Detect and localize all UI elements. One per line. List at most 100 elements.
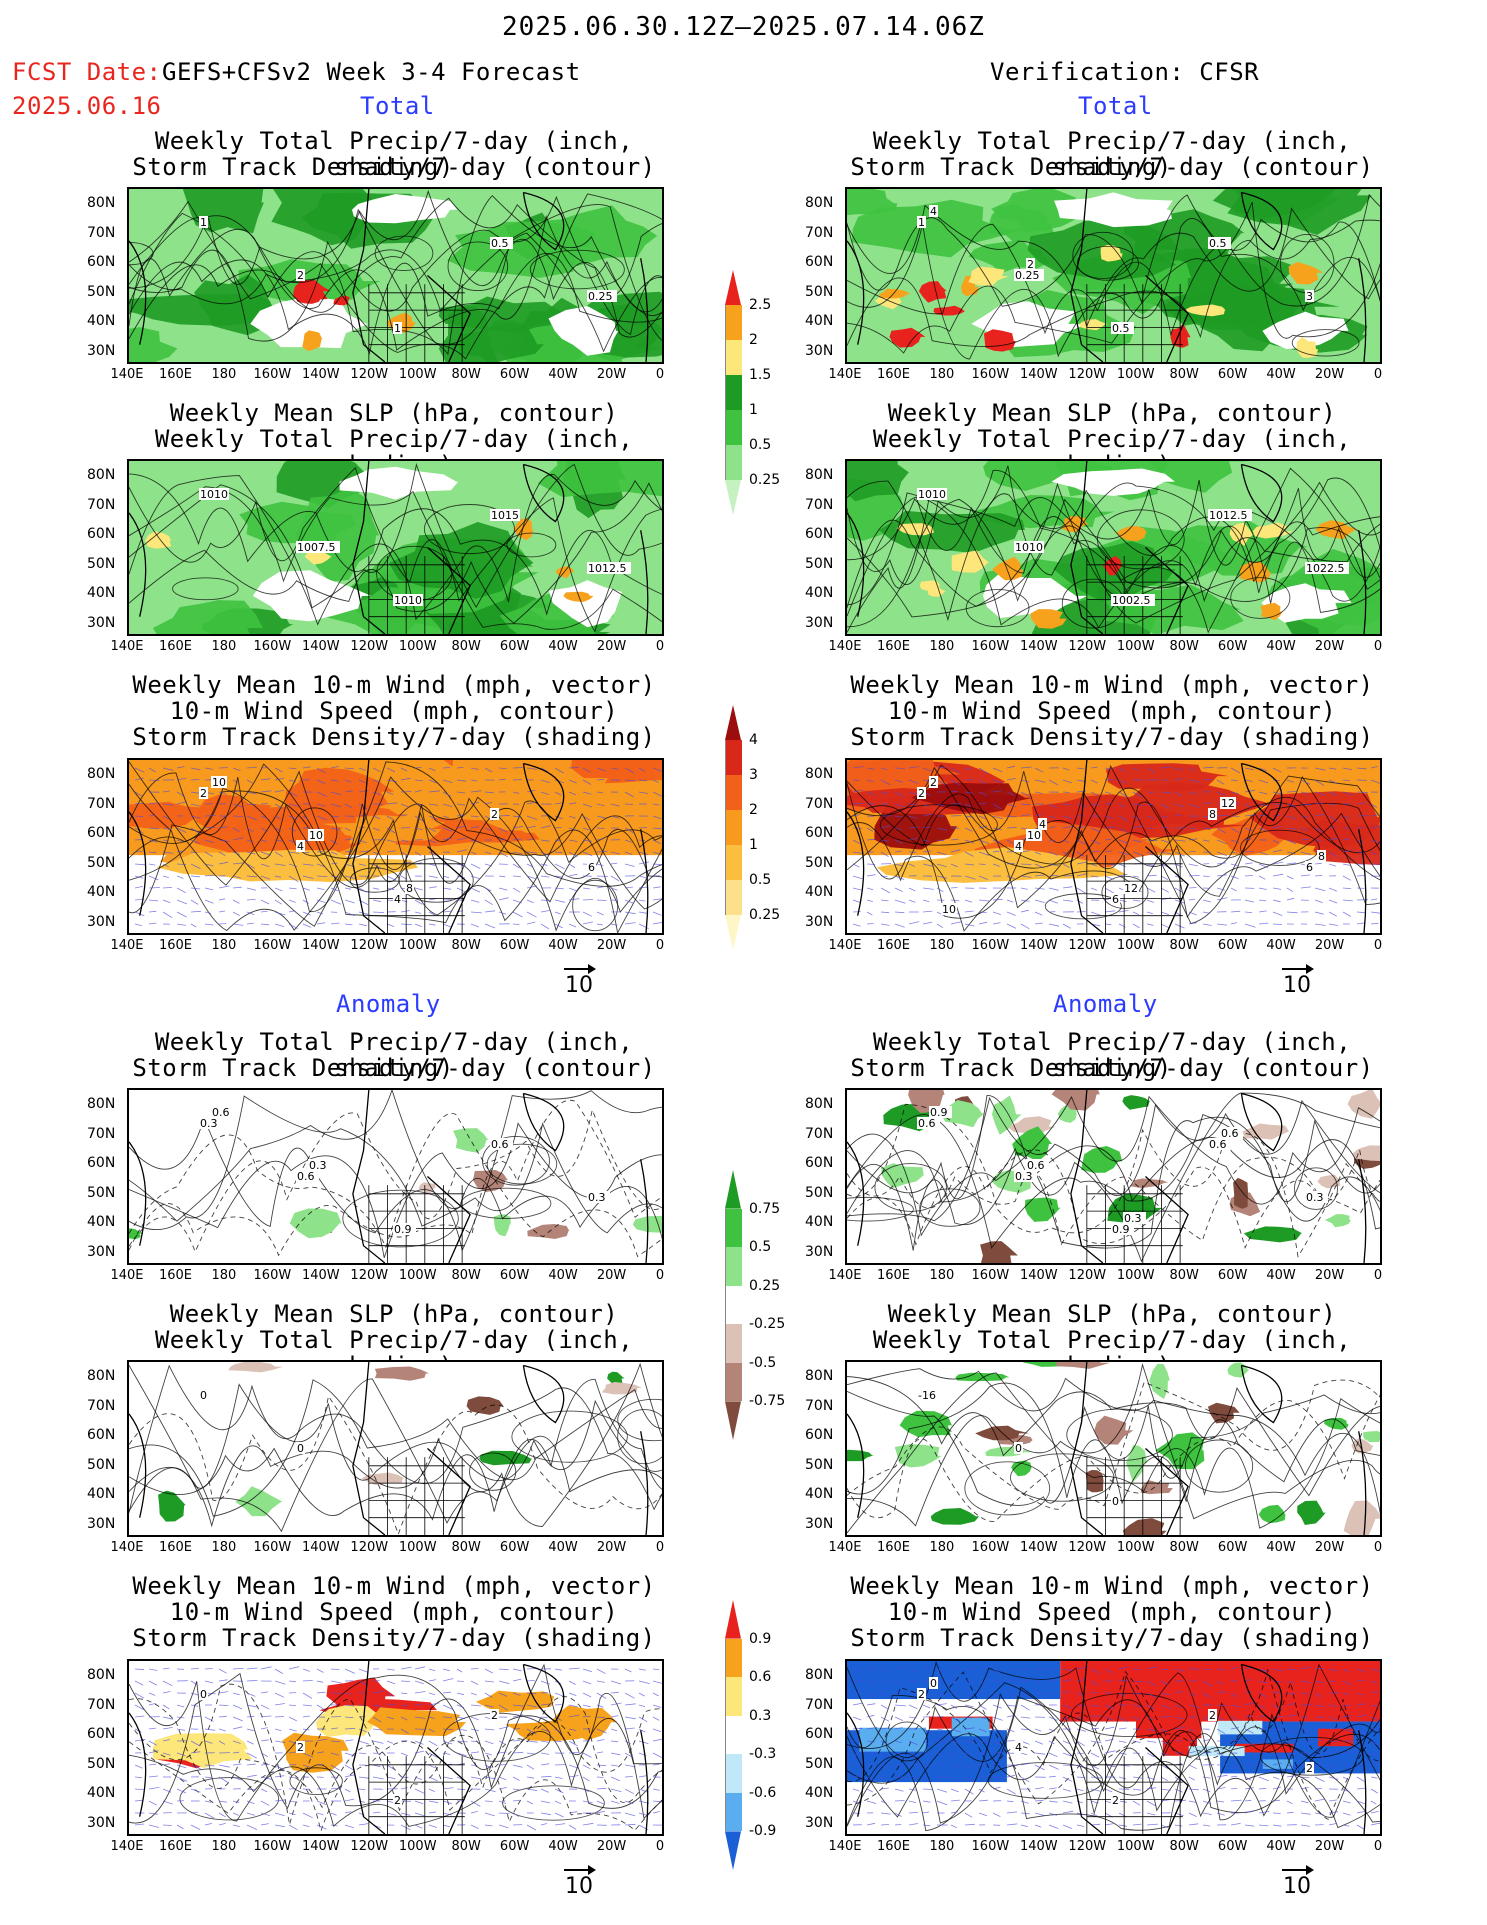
colorbar-swatch <box>725 1831 741 1870</box>
map-panel-ob-anom-slp: -16 0 0 <box>845 1360 1382 1537</box>
panel-title-fc-anom-wind-line1: Weekly Mean 10-m Wind (mph, vector) <box>132 1572 656 1600</box>
lon-tick-label: 20W <box>1314 938 1345 953</box>
lon-tick-label: 100W <box>1116 1268 1155 1283</box>
lon-tick-label: 40W <box>548 1540 578 1555</box>
colorbar-swatch <box>725 480 741 515</box>
lon-tick-label: 80W <box>451 367 481 382</box>
lon-tick-label: 80W <box>451 639 481 654</box>
map-panel-fc-total-precip: 1 2 1 0.5 0.25 <box>127 187 664 364</box>
lon-tick-label: 120W <box>350 1839 389 1854</box>
panel-title-fc-total-wind-line3: Storm Track Density/7-day (shading) <box>132 723 656 751</box>
contour-label: 1012.5 <box>588 562 627 575</box>
lon-tick-label: 40W <box>1266 938 1296 953</box>
lat-tick-label: 80N <box>87 1667 116 1683</box>
lat-tick-label: 70N <box>87 1696 116 1713</box>
lat-tick-label: 30N <box>805 614 834 631</box>
lon-tick-label: 140E <box>110 367 144 382</box>
lon-tick-label: 100W <box>398 367 437 382</box>
colorbar-swatch <box>725 1324 742 1363</box>
lon-tick-label: 0 <box>655 938 665 953</box>
contour-label: 3 <box>1306 290 1313 303</box>
colorbar-total-precip: 2.5 2 1.5 1 0.5 0.25 <box>725 270 780 515</box>
lon-tick-label: 100W <box>398 1540 437 1555</box>
lon-tick-label: 160E <box>158 1268 192 1283</box>
lon-tick-label: 120W <box>350 1540 389 1555</box>
contour-label: 1012.5 <box>1209 509 1248 522</box>
contour-label: 1 <box>394 322 401 335</box>
lon-tick-label: 140W <box>301 1839 340 1854</box>
lat-tick-label: 70N <box>87 1397 116 1414</box>
lon-tick-label: 160W <box>971 1839 1010 1854</box>
lon-tick-label: 0 <box>1373 1839 1383 1854</box>
contour-label: 2 <box>930 776 937 789</box>
contour-label: 4 <box>1039 818 1046 831</box>
lon-tick-label: 40W <box>1266 1268 1296 1283</box>
lon-tick-label: 180 <box>929 1839 955 1854</box>
lon-tick-label: 160W <box>253 1839 292 1854</box>
colorbar-tick-label: 1 <box>749 402 758 418</box>
colorbar-swatch <box>725 740 742 775</box>
lon-tick-label: 0 <box>1373 938 1383 953</box>
contour-label: 0.6 <box>212 1106 230 1119</box>
lon-tick-label: 40W <box>1266 1839 1296 1854</box>
contour-label: 10 <box>212 776 226 789</box>
colorbar-tick-label: 1.5 <box>749 367 772 383</box>
lon-tick-label: 140W <box>301 367 340 382</box>
lon-tick-label: 0 <box>1373 367 1383 382</box>
colorbar-swatch <box>725 1715 742 1755</box>
lon-tick-label: 120W <box>350 367 389 382</box>
lon-tick-label: 140E <box>828 1540 862 1555</box>
lon-tick-label: 160W <box>253 1268 292 1283</box>
lon-tick-label: 140E <box>110 1540 144 1555</box>
lon-tick-label: 120W <box>350 639 389 654</box>
contour-label: 0.5 <box>491 237 509 250</box>
contour-label: 0.3 <box>1124 1212 1142 1225</box>
colorbar-tick-label: 0.5 <box>749 1239 772 1256</box>
contour-label: 6 <box>1306 861 1313 874</box>
contour-label: 6 <box>588 861 595 874</box>
lat-tick-label: 40N <box>87 585 116 601</box>
colorbar-tick-label: -0.3 <box>749 1746 777 1763</box>
lon-tick-label: 160W <box>971 1540 1010 1555</box>
lat-tick-label: 80N <box>87 766 116 782</box>
lat-tick-label: 60N <box>87 1427 116 1443</box>
section-total-right: Total <box>1078 92 1153 120</box>
contour-label: 0.6 <box>491 1138 509 1151</box>
lon-tick-label: 40W <box>548 938 578 953</box>
lon-tick-label: 0 <box>655 1839 665 1854</box>
lat-tick-label: 80N <box>87 467 116 483</box>
contour-label: 1015 <box>491 509 519 522</box>
lat-tick-label: 70N <box>87 496 116 513</box>
contour-label: 8 <box>1209 808 1216 821</box>
lat-tick-label: 60N <box>805 1427 834 1443</box>
vector-reference-label: 10 <box>565 1874 593 1899</box>
contour-label: 0.6 <box>1027 1159 1045 1172</box>
panel-title-ob-total-wind-line1: Weekly Mean 10-m Wind (mph, vector) <box>850 671 1374 699</box>
lon-tick-label: 20W <box>1314 639 1345 654</box>
contour-label: 2 <box>491 1709 498 1722</box>
lon-tick-label: 160W <box>253 1540 292 1555</box>
contour-label: 1002.5 <box>1112 594 1151 607</box>
contour-label: 1010 <box>1015 541 1043 554</box>
contour-label: 0.6 <box>1221 1127 1239 1140</box>
lat-tick-label: 30N <box>87 913 116 930</box>
lat-tick-label: 60N <box>805 526 834 542</box>
lat-tick-label: 30N <box>87 1243 116 1260</box>
vector-reference-arrow <box>564 964 596 974</box>
panel-title-fc-total-precip-line2: Storm Track Density/7-day (contour) <box>132 153 656 181</box>
lon-tick-label: 140W <box>1019 1268 1058 1283</box>
lon-tick-label: 180 <box>211 1268 237 1283</box>
colorbar-tick-label: -0.25 <box>749 1316 786 1333</box>
lon-tick-label: 0 <box>1373 639 1383 654</box>
lat-tick-label: 80N <box>87 1368 116 1384</box>
lon-tick-label: 80W <box>1169 1268 1199 1283</box>
lon-tick-label: 160E <box>876 639 910 654</box>
colorbar-swatch <box>725 305 742 340</box>
lat-tick-label: 50N <box>805 1184 834 1201</box>
lat-tick-label: 60N <box>805 825 834 841</box>
colorbar-swatch <box>725 880 742 915</box>
lon-tick-label: 40W <box>548 367 578 382</box>
contour-label: 0.3 <box>309 1159 327 1172</box>
lon-tick-label: 160E <box>158 1839 192 1854</box>
vector-reference-label: 10 <box>565 973 593 998</box>
